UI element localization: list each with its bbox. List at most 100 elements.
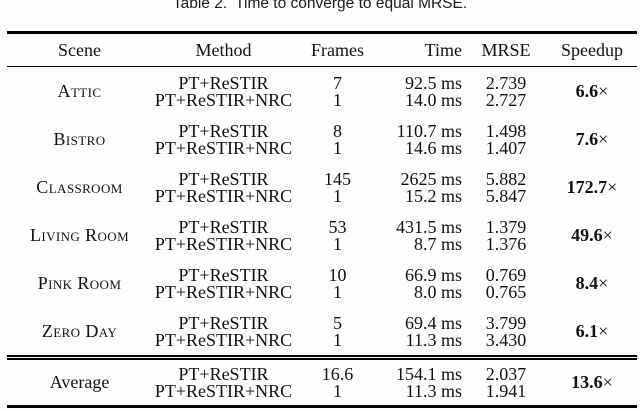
- mrse-cell: 5.882: [485, 169, 527, 189]
- scene-cell: Attic: [57, 80, 102, 101]
- speedup-value: 8.4: [575, 272, 599, 293]
- column-header-method: Method: [152, 32, 295, 67]
- column-header-mrse: MRSE: [465, 32, 547, 67]
- mrse-cell: 2.739: [485, 73, 527, 93]
- method-cell: PT+ReSTIR: [178, 265, 269, 285]
- mrse-cell: 2.037: [485, 364, 527, 384]
- method-cell: PT+ReSTIR+NRC: [154, 380, 293, 401]
- time-cell: 8.7 ms: [413, 233, 462, 254]
- method-cell: PT+ReSTIR: [178, 121, 269, 141]
- times-symbol: ×: [598, 320, 609, 341]
- table-row: Pink Room PT+ReSTIR 10 66.9 ms 0.769 8.4×: [7, 259, 637, 292]
- mrse-cell: 2.727: [485, 89, 527, 110]
- speedup-value: 6.1: [575, 320, 599, 341]
- mrse-cell: 5.847: [485, 185, 527, 206]
- speedup-cell: 7.6×: [547, 115, 637, 163]
- times-symbol: ×: [607, 176, 618, 197]
- method-cell: PT+ReSTIR: [178, 169, 269, 189]
- time-cell: 11.3 ms: [405, 329, 462, 350]
- table-row: PT+ReSTIR+NRC 1 14.6 ms 1.407: [7, 137, 637, 164]
- speedup-value: 13.6: [571, 372, 603, 393]
- scene-cell: Classroom: [36, 176, 123, 197]
- speedup-cell: 49.6×: [547, 211, 637, 259]
- scene-group: Attic PT+ReSTIR 7 92.5 ms 2.739 6.6× PT+ReSTIR…: [7, 67, 637, 116]
- method-cell: PT+ReSTIR+NRC: [154, 185, 293, 206]
- frames-cell: 1: [333, 329, 342, 350]
- time-cell: 154.1 ms: [395, 364, 462, 384]
- speedup-cell: 13.6×: [547, 358, 637, 407]
- frames-cell: 1: [333, 380, 342, 401]
- column-header-speedup: Speedup: [547, 32, 637, 67]
- mrse-cell: 3.430: [485, 329, 527, 350]
- speedup-cell: 6.6×: [547, 67, 637, 116]
- time-cell: 15.2 ms: [404, 185, 462, 206]
- mrse-cell: 3.799: [485, 313, 527, 333]
- mrse-cell: 1.376: [485, 233, 527, 254]
- frames-cell: 53: [328, 217, 347, 237]
- frames-cell: 1: [333, 185, 342, 206]
- table-caption-label: Table 2.: [172, 0, 228, 12]
- scene-cell: Average: [49, 372, 110, 393]
- scene-cell: Bistro: [53, 128, 106, 149]
- method-cell: PT+ReSTIR+NRC: [154, 329, 293, 350]
- scene-group: Bistro PT+ReSTIR 8 110.7 ms 1.498 7.6× PT+ReST…: [7, 115, 637, 163]
- time-cell: 92.5 ms: [404, 73, 462, 93]
- table-row: PT+ReSTIR+NRC 1 8.0 ms 0.765: [7, 281, 637, 308]
- method-cell: PT+ReSTIR: [178, 364, 269, 384]
- frames-cell: 8: [333, 121, 342, 141]
- frames-cell: 5: [333, 313, 342, 333]
- scene-cell: Pink Room: [37, 272, 122, 293]
- scene-group: Classroom PT+ReSTIR 145 2625 ms 5.882 172.7× P…: [7, 163, 637, 211]
- mrse-cell: 1.407: [485, 137, 527, 158]
- frames-cell: 145: [324, 169, 351, 189]
- mrse-cell: 0.765: [485, 281, 527, 302]
- frames-cell: 1: [333, 281, 342, 302]
- frames-cell: 1: [333, 233, 342, 254]
- table-row: PT+ReSTIR+NRC 1 14.0 ms 2.727: [7, 89, 637, 116]
- table-header: Scene Method Frames Time MRSE Speedup: [7, 32, 637, 67]
- table-row: Living Room PT+ReSTIR 53 431.5 ms 1.379 49.6×: [7, 211, 637, 244]
- speedup-cell: 172.7×: [547, 163, 637, 211]
- table-row: Zero Day PT+ReSTIR 5 69.4 ms 3.799 6.1×: [7, 307, 637, 340]
- mrse-cell: 0.769: [485, 265, 527, 285]
- scene-cell: Zero Day: [41, 320, 118, 341]
- time-cell: 431.5 ms: [395, 217, 462, 237]
- time-cell: 11.3 ms: [405, 380, 462, 401]
- mrse-cell: 1.498: [485, 121, 527, 141]
- frames-cell: 7: [333, 73, 342, 93]
- frames-cell: 10: [328, 265, 347, 285]
- column-header-frames: Frames: [295, 32, 380, 67]
- method-cell: PT+ReSTIR+NRC: [154, 233, 293, 254]
- times-symbol: ×: [598, 272, 609, 293]
- table-caption: Table 2. Time to converge to equal MRSE.: [0, 0, 640, 13]
- time-cell: 69.4 ms: [404, 313, 462, 333]
- table-row: PT+ReSTIR+NRC 1 11.3 ms 3.430: [7, 329, 637, 358]
- time-cell: 14.6 ms: [404, 137, 462, 158]
- speedup-value: 7.6: [575, 128, 599, 149]
- speedup-cell: 8.4×: [547, 259, 637, 307]
- time-cell: 66.9 ms: [404, 265, 462, 285]
- table-row: PT+ReSTIR+NRC 1 8.7 ms 1.376: [7, 233, 637, 260]
- time-cell: 14.0 ms: [404, 89, 462, 110]
- frames-cell: 1: [333, 89, 342, 110]
- method-cell: PT+ReSTIR: [178, 73, 269, 93]
- speedup-cell: 6.1×: [547, 307, 637, 358]
- results-table: Scene Method Frames Time MRSE Speedup At…: [7, 31, 637, 408]
- times-symbol: ×: [598, 128, 609, 149]
- scene-group: Zero Day PT+ReSTIR 5 69.4 ms 3.799 6.1× PT+ReS…: [7, 307, 637, 358]
- speedup-value: 172.7: [566, 176, 608, 197]
- header-row: Scene Method Frames Time MRSE Speedup: [7, 32, 637, 67]
- method-cell: PT+ReSTIR+NRC: [154, 137, 293, 158]
- times-symbol: ×: [598, 80, 609, 101]
- table-row: Classroom PT+ReSTIR 145 2625 ms 5.882 172.7×: [7, 163, 637, 196]
- mrse-cell: 1.379: [485, 217, 527, 237]
- frames-cell: 1: [333, 137, 342, 158]
- times-symbol: ×: [602, 372, 613, 393]
- method-cell: PT+ReSTIR+NRC: [154, 89, 293, 110]
- table-row: Bistro PT+ReSTIR 8 110.7 ms 1.498 7.6×: [7, 115, 637, 148]
- scene-group: Pink Room PT+ReSTIR 10 66.9 ms 0.769 8.4× PT+R…: [7, 259, 637, 307]
- column-header-scene: Scene: [7, 32, 152, 67]
- method-cell: PT+ReSTIR: [178, 313, 269, 333]
- scene-group: Living Room PT+ReSTIR 53 431.5 ms 1.379 49.6×…: [7, 211, 637, 259]
- speedup-value: 49.6: [571, 224, 603, 245]
